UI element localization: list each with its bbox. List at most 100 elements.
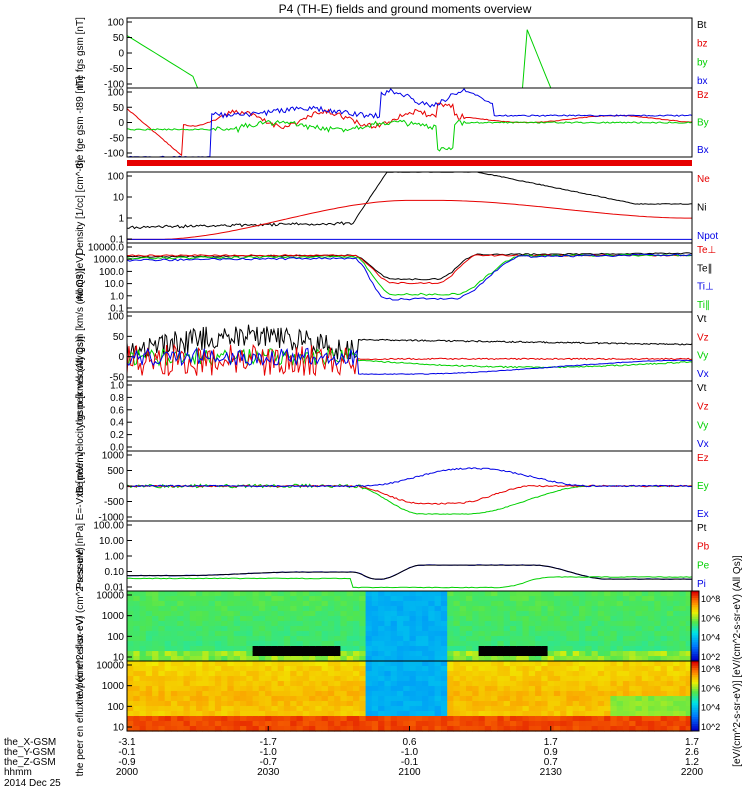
spectrogram-cell xyxy=(666,666,674,672)
spectrogram-cell xyxy=(258,646,266,652)
spectrogram-cell xyxy=(622,611,630,617)
spectrogram-cell xyxy=(453,631,461,637)
legend-item: Pe xyxy=(697,560,710,571)
spectrogram-cell xyxy=(233,626,241,632)
spectrogram-cell xyxy=(152,606,159,612)
spectrogram-cell xyxy=(472,666,480,672)
y-tick-label: 0.2 xyxy=(110,430,124,441)
spectrogram-cell xyxy=(252,616,260,622)
spectrogram-cell xyxy=(189,716,197,722)
spectrogram-cell xyxy=(459,711,467,717)
spectrogram-cell xyxy=(227,716,235,722)
spectrogram-cell xyxy=(221,641,229,647)
spectrogram-cell xyxy=(440,621,448,627)
spectrogram-cell xyxy=(440,606,448,612)
spectrogram-cell xyxy=(202,661,210,667)
spectrogram-cell xyxy=(635,696,643,702)
spectrogram-cell xyxy=(183,601,191,607)
spectrogram-cell xyxy=(491,721,498,727)
spectrogram-cell xyxy=(378,671,385,677)
spectrogram-cell xyxy=(566,671,574,677)
spectrogram-cell xyxy=(528,666,536,672)
spectrogram-cell xyxy=(566,716,574,722)
spectrogram-cell xyxy=(641,726,649,732)
spectrogram-cell xyxy=(334,646,342,652)
spectrogram-cell xyxy=(277,701,285,707)
spectrogram-cell xyxy=(654,626,662,632)
spectrogram-cell xyxy=(365,716,373,722)
spectrogram-cell xyxy=(290,626,298,632)
spectrogram-cell xyxy=(133,651,141,657)
spectrogram-cell xyxy=(597,701,605,707)
spectrogram-cell xyxy=(302,616,310,622)
spectrogram-cell xyxy=(604,631,611,637)
spectrogram-cell xyxy=(415,726,423,732)
spectrogram-cell xyxy=(252,611,260,617)
spectrogram-cell xyxy=(453,606,461,612)
spectrogram-cell xyxy=(509,671,517,677)
spectrogram-cell xyxy=(660,656,668,662)
spectrogram-cell xyxy=(528,661,536,667)
spectrogram-cell xyxy=(371,591,379,597)
spectrogram-cell xyxy=(629,721,637,727)
spectrogram-cell xyxy=(685,721,693,727)
spectrogram-cell xyxy=(396,616,404,622)
spectrogram-cell xyxy=(509,601,517,607)
colorbar-2: 10^810^610^410^2 xyxy=(690,660,720,732)
spectrogram-cell xyxy=(422,611,429,617)
colorbar-swatch xyxy=(691,663,699,667)
spectrogram-cell xyxy=(378,631,385,637)
spectrogram-cell xyxy=(302,716,310,722)
spectrogram-cell xyxy=(296,711,304,717)
spectrogram-cell xyxy=(447,596,455,602)
spectrogram-cell xyxy=(170,681,178,687)
spectrogram-cell xyxy=(648,671,655,677)
spectrogram-cell xyxy=(139,711,147,717)
spectrogram-cell xyxy=(522,606,530,612)
y-tick-label: 10 xyxy=(113,653,125,664)
spectrogram-cell xyxy=(447,666,455,672)
spectrogram-cell xyxy=(585,641,593,647)
spectrogram-cell xyxy=(227,606,235,612)
spectrogram-cell xyxy=(378,691,385,697)
spectrogram-cell xyxy=(296,641,304,647)
spectrogram-cell xyxy=(635,656,643,662)
spectrogram-cell xyxy=(472,626,480,632)
spectrogram-cell xyxy=(572,641,580,647)
spectrogram-cell xyxy=(428,616,436,622)
spectrogram-cell xyxy=(491,686,498,692)
spectrogram-cell xyxy=(604,721,611,727)
spectrogram-cell xyxy=(484,646,492,652)
colorbar-swatch xyxy=(691,677,699,681)
spectrogram-cell xyxy=(679,681,687,687)
colorbar-swatch xyxy=(691,656,699,660)
spectrogram-cell xyxy=(227,601,235,607)
spectrogram-cell xyxy=(422,596,429,602)
spectrogram-cell xyxy=(365,711,373,717)
spectrogram-cell xyxy=(616,726,624,732)
y-tick-label: -100 xyxy=(104,149,124,160)
spectrogram-cell xyxy=(246,616,254,622)
spectrogram-cell xyxy=(346,626,354,632)
spectrogram-cell xyxy=(440,656,448,662)
spectrogram-cell xyxy=(384,676,392,682)
y-tick-label: 1000.0 xyxy=(93,255,124,266)
spectrogram-cell xyxy=(604,676,611,682)
spectrogram-cell xyxy=(309,666,316,672)
spectrogram-cell xyxy=(466,651,473,657)
spectrogram-cell xyxy=(145,626,153,632)
spectrogram-cell xyxy=(679,696,687,702)
spectrogram-cell xyxy=(164,661,172,667)
spectrogram-cell xyxy=(208,641,216,647)
spectrogram-cell xyxy=(133,691,141,697)
spectrogram-cell xyxy=(648,711,655,717)
spectrogram-cell xyxy=(258,671,266,677)
spectrogram-cell xyxy=(679,711,687,717)
spectrogram-cell xyxy=(422,691,429,697)
colorbar-tick-label: 10^6 xyxy=(701,613,720,623)
spectrogram-cell xyxy=(472,636,480,642)
spectrogram-cell xyxy=(641,611,649,617)
spectrogram-cell xyxy=(139,626,147,632)
spectrogram-cell xyxy=(497,646,505,652)
